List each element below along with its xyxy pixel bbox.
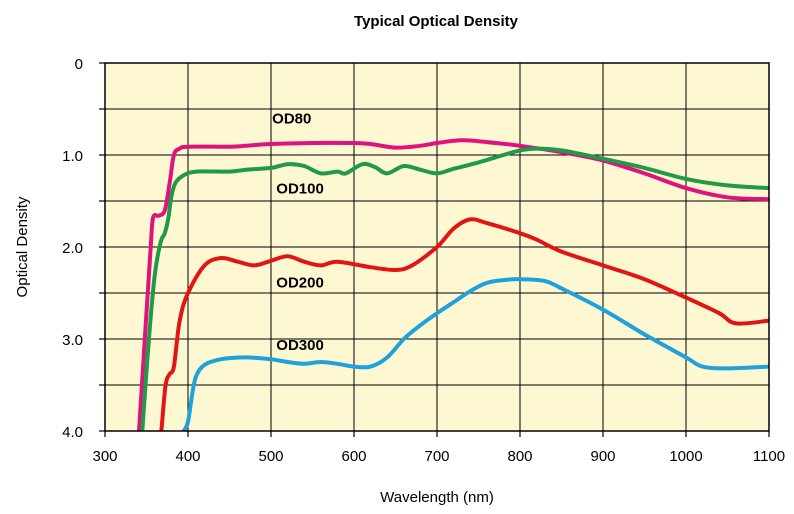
series-lines [137,138,770,432]
x-tick-label: 900 [590,448,615,465]
x-tick-label: 700 [424,448,449,465]
x-tick-label: 300 [92,448,117,465]
chart-title: Typical Optical Density [354,13,519,30]
series-label-od300: OD300 [276,337,324,354]
axis-ticks: 300 400 500 600 700 800 900 1000 1100 0 1.0 2.0 3.0 4… [62,56,785,465]
y-tick-label: 2.0 [62,240,83,257]
series-label-od100: OD100 [276,181,324,198]
series-line-od300 [181,277,770,432]
x-tick-label: 600 [341,448,366,465]
series-line-od100 [140,146,770,432]
y-tick-label: 4.0 [62,424,83,441]
series-label-od80: OD80 [272,111,311,128]
x-tick-label: 800 [507,448,532,465]
y-tick-label: 3.0 [62,332,83,349]
y-tick-label: 0 [75,56,83,73]
x-axis-label: Wavelength (nm) [380,489,494,506]
y-tick-label: 1.0 [62,148,83,165]
series-label-od200: OD200 [276,274,324,291]
series-labels: OD80 OD100 OD200 OD300 [272,111,324,354]
y-axis-label: Optical Density [14,196,31,297]
x-tick-label: 1000 [669,448,702,465]
x-tick-label: 500 [258,448,283,465]
x-tick-label: 400 [175,448,200,465]
x-tick-label: 1100 [753,448,785,465]
series-line-od200 [159,217,770,432]
